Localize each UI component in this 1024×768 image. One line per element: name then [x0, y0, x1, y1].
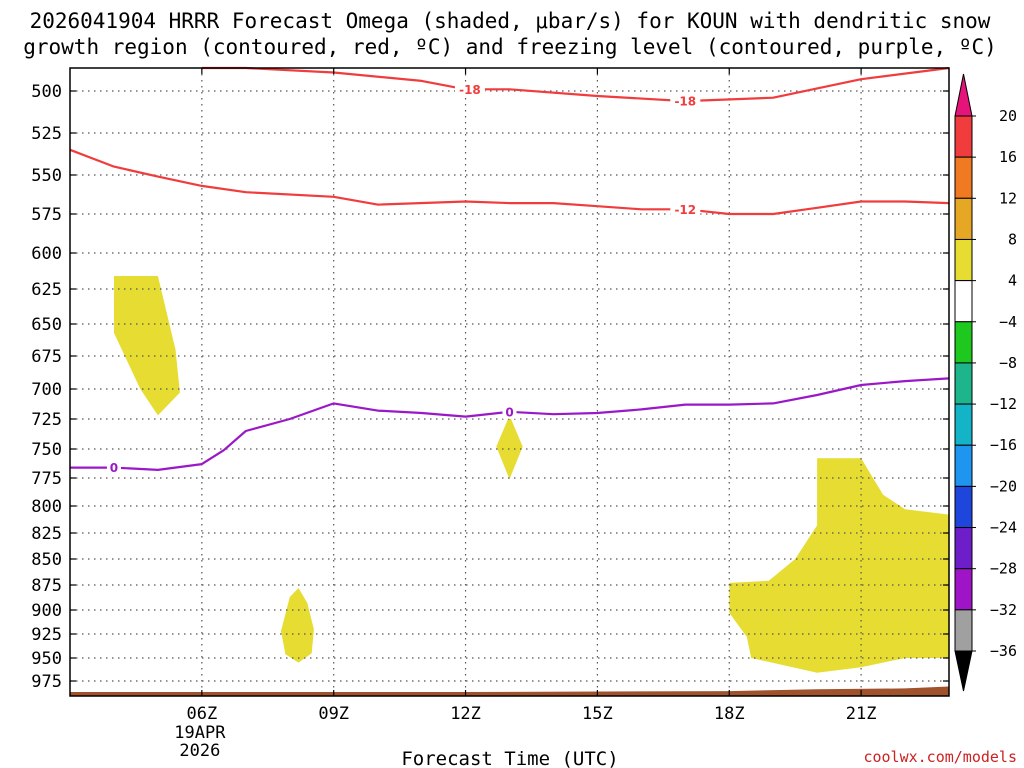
contour-label: -18: [459, 83, 481, 97]
omega-shaded-region: [729, 458, 949, 673]
contour-label-bg: [670, 94, 701, 109]
x-tick-date-label: 2026: [179, 741, 220, 761]
contour-label: -12: [674, 203, 696, 217]
colorbar-bin: [954, 485, 973, 529]
colorbar-label: 4: [1008, 272, 1017, 290]
x-tick-label: 06Z: [186, 704, 217, 724]
colorbar-bin: [954, 568, 973, 611]
contour-label-bg: [670, 202, 701, 217]
y-tick-label: 950: [31, 649, 62, 669]
y-tick-label: 575: [31, 205, 62, 225]
x-tick-label: 12Z: [450, 704, 481, 724]
chart-title-line-1: 2026041904 HRRR Forecast Omega (shaded, …: [30, 9, 991, 33]
y-tick-label: 775: [31, 469, 62, 489]
contour-label: 0: [505, 405, 513, 419]
y-tick-label: 525: [31, 124, 62, 144]
y-tick-label: 975: [31, 672, 62, 692]
y-tick-label: 675: [31, 347, 62, 367]
colorbar-bin: [954, 115, 973, 158]
colorbar-label: −28: [990, 560, 1017, 578]
chart-title-line-2: growth region (contoured, red, ºC) and f…: [23, 35, 997, 59]
plot-border: [69, 67, 950, 697]
y-tick-label: 825: [31, 524, 62, 544]
y-tick-label: 700: [31, 380, 62, 400]
y-tick-label: 625: [31, 280, 62, 300]
colorbar-bin: [954, 403, 973, 446]
y-tick-label: 550: [31, 166, 62, 186]
colorbar-label: −12: [990, 395, 1017, 413]
contour-label-bg: [502, 404, 517, 419]
colorbar-label: 16: [999, 148, 1017, 166]
colorbar-bin: [954, 527, 973, 570]
colorbar-bin: [954, 362, 973, 405]
omega-shaded-region: [496, 415, 523, 480]
grid-layer: [70, 68, 949, 696]
y-tick-label: 750: [31, 440, 62, 460]
colorbar-label: −16: [990, 436, 1017, 454]
contour-line: [69, 148, 950, 216]
contour-label: -18: [674, 95, 696, 109]
y-tick-label: 900: [31, 601, 62, 621]
x-tick-date-label: 19APR: [174, 723, 226, 743]
colorbar-label: −20: [990, 477, 1017, 495]
colorbar-label: −8: [999, 354, 1017, 372]
colorbar: 20 16 12 8 4 −4 −8 −12 −16 −20 −24 −28 −32 −36: [954, 73, 1017, 692]
x-axis-title: Forecast Time (UTC): [401, 748, 618, 768]
colorbar-bin: [954, 609, 973, 652]
contour-layer: -18 -18 -12 0 0: [69, 66, 950, 475]
contour-label-bg: [454, 82, 485, 97]
omega-shaded-region: [281, 588, 314, 663]
y-tick-label: 875: [31, 576, 62, 596]
colorbar-label: −4: [999, 313, 1017, 331]
colorbar-bin: [954, 156, 973, 199]
colorbar-label: 12: [999, 189, 1017, 207]
colorbar-bin: [954, 197, 973, 240]
colorbar-top-arrow: [954, 73, 973, 117]
colorbar-label: −36: [990, 642, 1017, 660]
y-tick-label: 650: [31, 315, 62, 335]
colorbar-bin: [954, 444, 973, 487]
colorbar-bin: [954, 280, 973, 323]
omega-shaded-region: [114, 276, 180, 416]
y-tick-label: 850: [31, 550, 62, 570]
contour-line: [70, 377, 950, 471]
x-tick-label: 21Z: [846, 704, 877, 724]
omega-shading-layer: [114, 276, 949, 673]
x-tick-label: 09Z: [318, 704, 349, 724]
colorbar-label: 8: [1008, 230, 1017, 248]
colorbar-label: −32: [990, 601, 1017, 619]
contour-label: 0: [110, 461, 118, 475]
y-axis: 500 525 550 575 600 625 650 675 700 725 750 775 800 8…: [31, 82, 949, 692]
colorbar-label: −24: [990, 519, 1017, 537]
x-tick-label: 18Z: [714, 704, 745, 724]
y-tick-label: 800: [31, 497, 62, 517]
colorbar-label: 20: [999, 107, 1017, 125]
y-tick-label: 600: [31, 244, 62, 264]
y-tick-label: 725: [31, 410, 62, 430]
credit-text[interactable]: coolwx.com/models: [863, 748, 1017, 766]
y-tick-label: 500: [31, 82, 62, 102]
colorbar-bin: [954, 238, 973, 282]
plot-frame: [69, 67, 950, 697]
x-tick-label: 15Z: [582, 704, 613, 724]
y-tick-label: 925: [31, 625, 62, 645]
colorbar-bin: [954, 321, 973, 364]
colorbar-bottom-arrow: [954, 650, 973, 692]
contour-label-bg: [106, 460, 121, 475]
contour-line: [201, 66, 950, 103]
